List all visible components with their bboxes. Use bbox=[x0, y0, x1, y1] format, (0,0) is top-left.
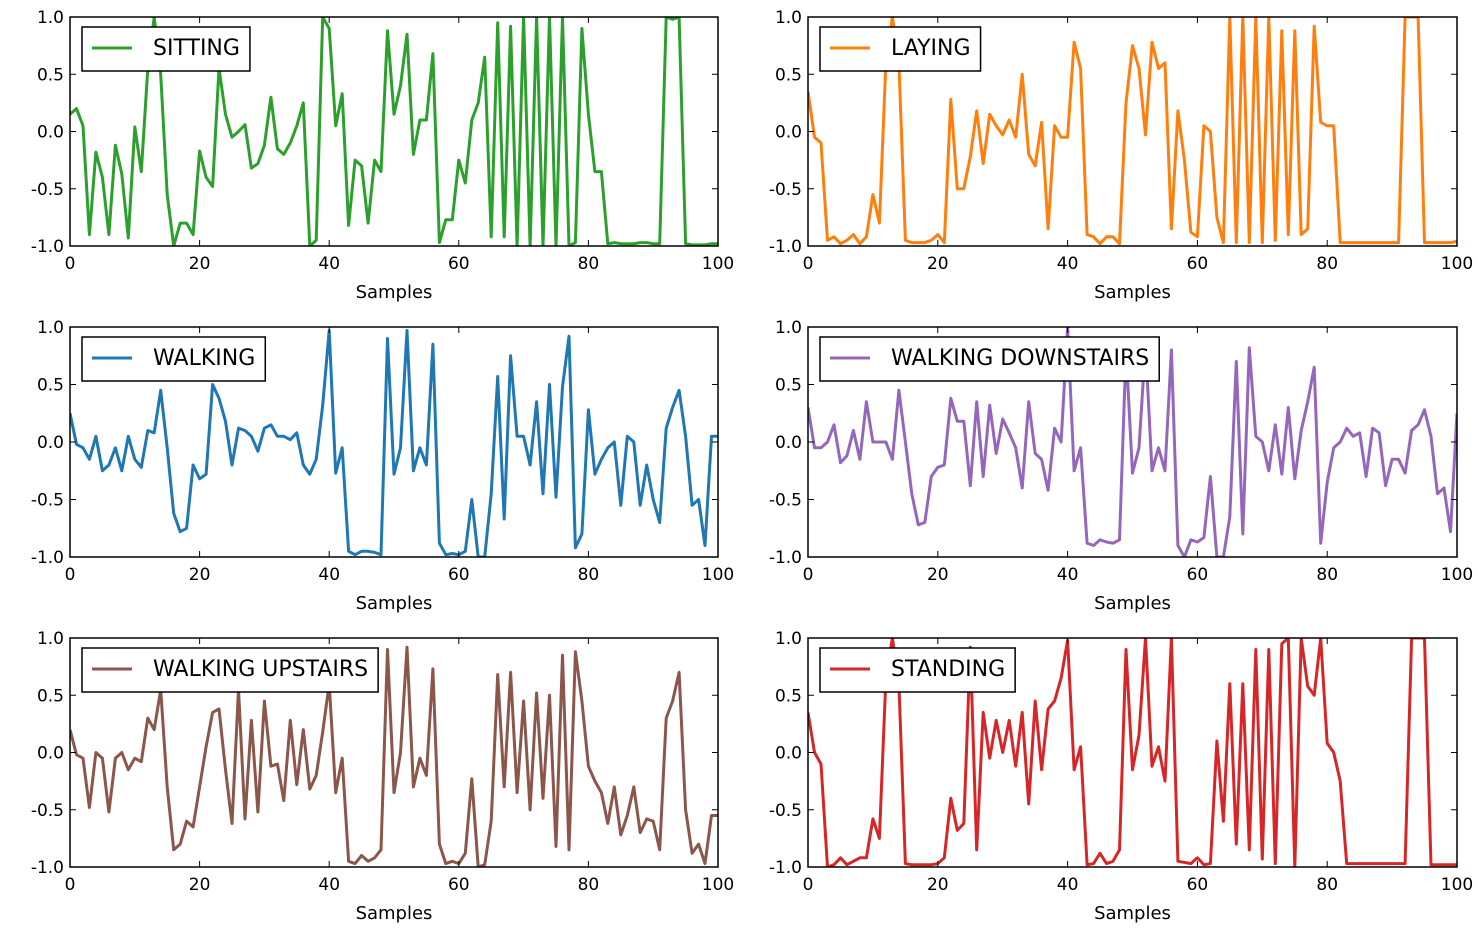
legend-label: WALKING DOWNSTAIRS bbox=[891, 346, 1149, 371]
legend-label: STANDING bbox=[891, 657, 1005, 682]
y-tick-label: 1.0 bbox=[37, 8, 64, 28]
x-tick-label: 80 bbox=[578, 565, 600, 585]
y-tick-label: 0.0 bbox=[775, 744, 802, 764]
y-tick-label: 0.0 bbox=[775, 433, 802, 453]
x-tick-label: 100 bbox=[702, 875, 734, 895]
y-tick-label: -1.0 bbox=[31, 237, 64, 257]
y-tick-label: 0.5 bbox=[37, 376, 64, 396]
x-tick-label: 40 bbox=[318, 875, 340, 895]
legend-label: WALKING UPSTAIRS bbox=[153, 657, 368, 682]
series-line-walking-downstairs bbox=[808, 327, 1457, 557]
x-tick-label: 20 bbox=[189, 565, 211, 585]
series-line-standing bbox=[808, 638, 1457, 867]
x-tick-label: 0 bbox=[65, 254, 76, 274]
legend-label: SITTING bbox=[153, 36, 240, 61]
legend: LAYING bbox=[819, 26, 982, 72]
y-tick-label: -1.0 bbox=[31, 548, 64, 568]
x-tick-label: 100 bbox=[702, 565, 734, 585]
legend: STANDING bbox=[819, 647, 1016, 693]
subplot-laying: 0 20 40 60 80 100 -1.0 -0.5 0.0 0.5 1.0 Samples LAYI… bbox=[769, 8, 1473, 303]
x-tick-label: 100 bbox=[1441, 565, 1473, 585]
x-tick-label: 60 bbox=[1187, 254, 1209, 274]
legend-label: LAYING bbox=[891, 36, 971, 61]
y-tick-label: 1.0 bbox=[37, 629, 64, 649]
y-tick-label: -1.0 bbox=[769, 237, 802, 257]
subplot-walking-upstairs: 0 20 40 60 80 100 -1.0 -0.5 0.0 0.5 1.0 Samples WALK… bbox=[31, 629, 734, 924]
x-tick-label: 0 bbox=[803, 565, 814, 585]
x-tick-label: 60 bbox=[448, 565, 470, 585]
x-axis-label: Samples bbox=[356, 282, 433, 303]
x-tick-label: 80 bbox=[1316, 254, 1338, 274]
subplot-sitting: 0 20 40 60 80 100 -1.0 -0.5 0.0 0.5 1.0 Samples SITT… bbox=[31, 8, 734, 303]
x-tick-label: 60 bbox=[1187, 565, 1209, 585]
series-line-walking-upstairs bbox=[70, 645, 718, 867]
y-tick-label: 0.0 bbox=[775, 123, 802, 143]
x-tick-label: 20 bbox=[189, 875, 211, 895]
x-tick-label: 20 bbox=[927, 565, 949, 585]
y-tick-label: 0.0 bbox=[37, 744, 64, 764]
y-tick-label: -1.0 bbox=[31, 858, 64, 878]
y-tick-label: 0.5 bbox=[37, 65, 64, 85]
x-tick-label: 100 bbox=[1441, 875, 1473, 895]
x-tick-label: 80 bbox=[1316, 565, 1338, 585]
x-tick-label: 40 bbox=[1057, 875, 1079, 895]
y-tick-label: 0.5 bbox=[775, 376, 802, 396]
x-tick-label: 20 bbox=[189, 254, 211, 274]
legend-label: WALKING bbox=[153, 346, 255, 371]
x-tick-label: 80 bbox=[578, 254, 600, 274]
y-tick-label: -0.5 bbox=[31, 180, 64, 200]
x-tick-label: 80 bbox=[578, 875, 600, 895]
x-tick-label: 20 bbox=[927, 254, 949, 274]
x-tick-label: 60 bbox=[448, 875, 470, 895]
x-tick-label: 40 bbox=[318, 254, 340, 274]
x-tick-label: 60 bbox=[448, 254, 470, 274]
y-tick-label: 0.5 bbox=[775, 65, 802, 85]
series-line-walking bbox=[70, 329, 718, 557]
x-axis-label: Samples bbox=[1094, 593, 1171, 614]
y-tick-label: -0.5 bbox=[31, 491, 64, 511]
legend-box bbox=[81, 26, 251, 72]
x-tick-label: 20 bbox=[927, 875, 949, 895]
x-tick-label: 40 bbox=[1057, 565, 1079, 585]
y-tick-label: 0.0 bbox=[37, 433, 64, 453]
y-tick-label: -0.5 bbox=[31, 801, 64, 821]
y-tick-label: -1.0 bbox=[769, 858, 802, 878]
x-tick-label: 60 bbox=[1187, 875, 1209, 895]
y-tick-label: 0.5 bbox=[775, 686, 802, 706]
subplot-standing: 0 20 40 60 80 100 -1.0 -0.5 0.0 0.5 1.0 Samples STAN… bbox=[769, 629, 1473, 924]
subplot-walking-downstairs: 0 20 40 60 80 100 -1.0 -0.5 0.0 0.5 1.0 Samples WALK… bbox=[769, 318, 1473, 614]
x-tick-label: 100 bbox=[1441, 254, 1473, 274]
x-tick-label: 0 bbox=[803, 875, 814, 895]
x-tick-label: 40 bbox=[1057, 254, 1079, 274]
legend-box bbox=[819, 336, 1160, 382]
legend: WALKING bbox=[81, 336, 267, 382]
y-tick-label: -0.5 bbox=[769, 491, 802, 511]
series-line-laying bbox=[808, 17, 1457, 246]
x-tick-label: 0 bbox=[65, 875, 76, 895]
y-tick-label: -0.5 bbox=[769, 180, 802, 200]
y-tick-label: 1.0 bbox=[775, 318, 802, 338]
y-tick-label: 1.0 bbox=[775, 8, 802, 28]
y-tick-label: -1.0 bbox=[769, 548, 802, 568]
x-tick-label: 0 bbox=[803, 254, 814, 274]
x-tick-label: 100 bbox=[702, 254, 734, 274]
x-tick-label: 40 bbox=[318, 565, 340, 585]
x-axis-label: Samples bbox=[1094, 282, 1171, 303]
y-tick-label: 0.0 bbox=[37, 123, 64, 143]
legend: WALKING UPSTAIRS bbox=[81, 647, 379, 693]
series-line-sitting bbox=[70, 17, 718, 246]
y-tick-label: 0.5 bbox=[37, 686, 64, 706]
y-tick-label: -0.5 bbox=[769, 801, 802, 821]
x-tick-label: 80 bbox=[1316, 875, 1338, 895]
legend: SITTING bbox=[81, 26, 251, 72]
x-axis-label: Samples bbox=[1094, 903, 1171, 924]
x-axis-label: Samples bbox=[356, 593, 433, 614]
y-tick-label: 1.0 bbox=[37, 318, 64, 338]
subplot-walking: 0 20 40 60 80 100 -1.0 -0.5 0.0 0.5 1.0 Samples WALK… bbox=[31, 318, 734, 614]
x-tick-label: 0 bbox=[65, 565, 76, 585]
y-tick-label: 1.0 bbox=[775, 629, 802, 649]
legend: WALKING DOWNSTAIRS bbox=[819, 336, 1160, 382]
x-axis-label: Samples bbox=[356, 903, 433, 924]
